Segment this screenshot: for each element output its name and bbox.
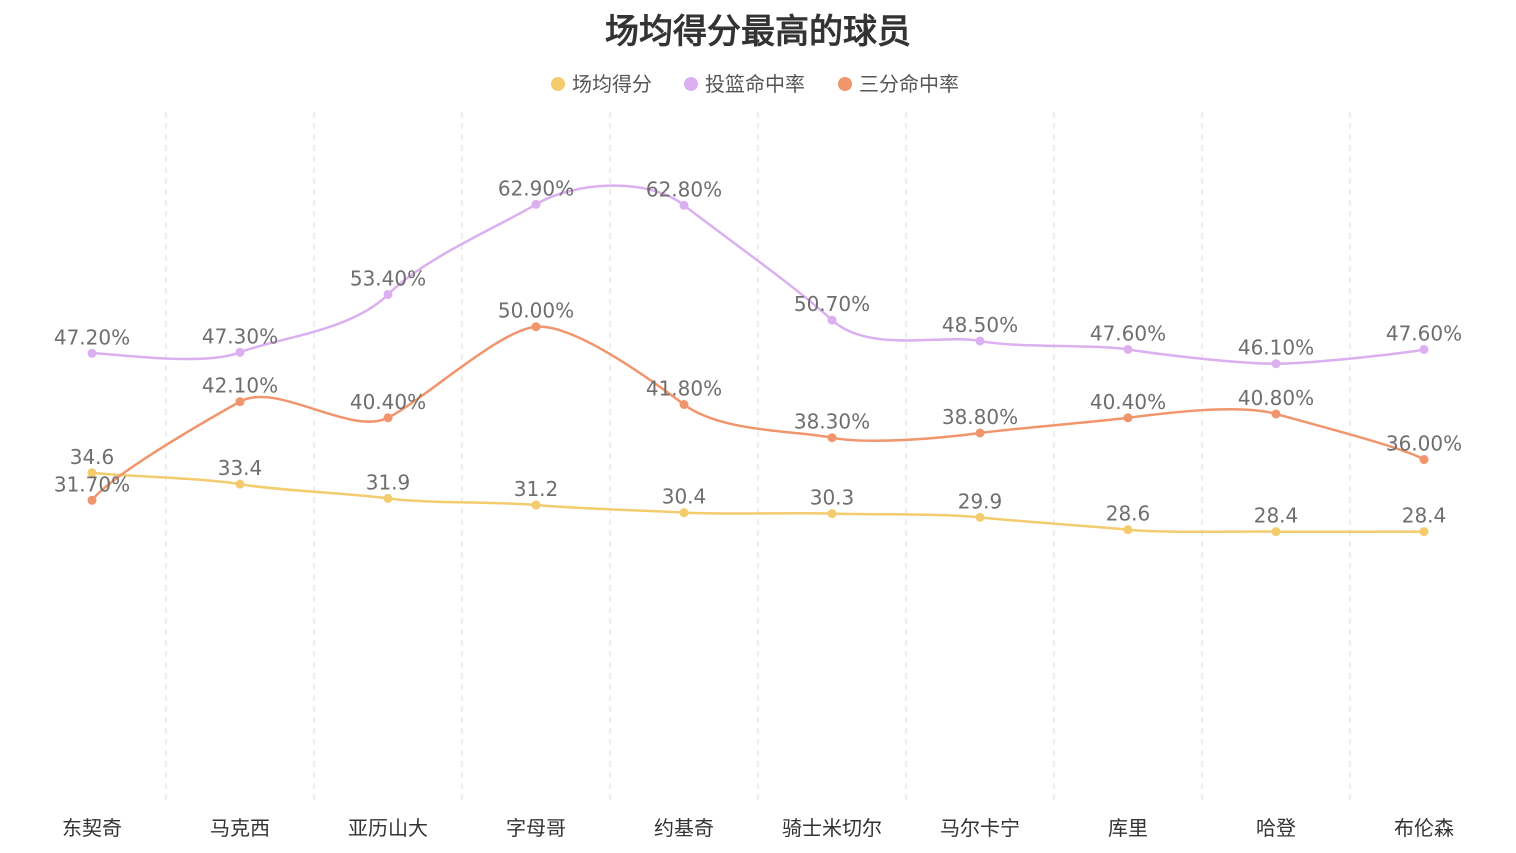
data-label: 38.30% <box>794 410 870 434</box>
x-tick-label: 东契奇 <box>62 816 122 840</box>
data-label: 40.80% <box>1238 386 1314 410</box>
data-point[interactable] <box>1123 525 1133 535</box>
data-label: 40.40% <box>350 390 426 414</box>
data-label: 38.80% <box>942 405 1018 429</box>
legend-item[interactable]: 三分命中率 <box>838 72 959 96</box>
series-投篮命中率: 47.20% 47.30% 53.40% 62.90% 62.80% 50.70% 48.5… <box>54 176 1462 369</box>
data-point[interactable] <box>1123 344 1133 354</box>
data-label: 30.3 <box>810 486 855 510</box>
data-point[interactable] <box>679 399 689 409</box>
data-label: 31.70% <box>54 472 130 496</box>
x-tick-label: 马尔卡宁 <box>940 816 1020 840</box>
series-line <box>91 184 1425 365</box>
data-label: 34.6 <box>70 445 115 469</box>
data-label: 50.70% <box>794 292 870 316</box>
data-label: 33.4 <box>218 456 263 480</box>
data-label: 50.00% <box>498 299 574 323</box>
grid <box>165 112 1351 800</box>
legend-label: 三分命中率 <box>859 72 959 96</box>
data-point[interactable] <box>1271 527 1281 537</box>
data-point[interactable] <box>1271 359 1281 369</box>
x-tick-label: 马克西 <box>210 816 270 840</box>
series-场均得分: 34.6 33.4 31.9 31.2 30.4 30.3 29.9 28.6 28.4 28.4 <box>70 445 1447 537</box>
data-point[interactable] <box>827 315 837 325</box>
data-label: 46.10% <box>1238 336 1314 360</box>
data-point[interactable] <box>975 512 985 522</box>
data-point[interactable] <box>87 468 97 478</box>
legend-marker-icon <box>551 77 565 91</box>
series-line <box>91 325 1425 502</box>
data-point[interactable] <box>383 413 393 423</box>
data-label: 28.6 <box>1106 502 1151 526</box>
data-label: 47.60% <box>1090 321 1166 345</box>
data-point[interactable] <box>975 336 985 346</box>
data-point[interactable] <box>827 433 837 443</box>
data-point[interactable] <box>235 397 245 407</box>
data-point[interactable] <box>679 508 689 518</box>
data-point[interactable] <box>1123 413 1133 423</box>
series-line <box>91 471 1425 534</box>
data-point[interactable] <box>383 289 393 299</box>
data-label: 47.30% <box>202 324 278 348</box>
data-point[interactable] <box>383 493 393 503</box>
data-point[interactable] <box>235 479 245 489</box>
x-tick-label: 库里 <box>1108 816 1148 840</box>
x-tick-label: 骑士米切尔 <box>782 816 882 840</box>
data-label: 42.10% <box>202 374 278 398</box>
x-tick-label: 字母哥 <box>506 816 566 840</box>
data-label: 62.90% <box>498 176 574 200</box>
data-point[interactable] <box>531 500 541 510</box>
data-label: 48.50% <box>942 313 1018 337</box>
data-point[interactable] <box>87 495 97 505</box>
data-point[interactable] <box>1271 409 1281 419</box>
data-point[interactable] <box>531 322 541 332</box>
legend-item[interactable]: 场均得分 <box>551 72 652 96</box>
data-label: 41.80% <box>646 376 722 400</box>
data-point[interactable] <box>87 348 97 358</box>
series-三分命中率: 31.70% 42.10% 40.40% 50.00% 41.80% 38.30% 38.8… <box>54 299 1462 505</box>
data-label: 40.40% <box>1090 390 1166 414</box>
data-point[interactable] <box>679 200 689 210</box>
data-label: 36.00% <box>1386 432 1462 456</box>
data-label: 62.80% <box>646 177 722 201</box>
series-group: 34.6 33.4 31.9 31.2 30.4 30.3 29.9 28.6 28.4 28.4… <box>54 176 1462 537</box>
data-point[interactable] <box>1419 527 1429 537</box>
legend-label: 投篮命中率 <box>705 72 805 96</box>
data-point[interactable] <box>827 509 837 519</box>
data-point[interactable] <box>1419 455 1429 465</box>
x-tick-label: 约基奇 <box>654 816 714 840</box>
data-label: 30.4 <box>662 485 707 509</box>
legend-label: 场均得分 <box>572 72 652 96</box>
legend-marker-icon <box>684 77 698 91</box>
data-label: 31.9 <box>366 470 411 494</box>
data-point[interactable] <box>235 347 245 357</box>
data-point[interactable] <box>975 428 985 438</box>
legend-item[interactable]: 投篮命中率 <box>684 72 805 96</box>
legend-marker-icon <box>838 77 852 91</box>
data-point[interactable] <box>531 199 541 209</box>
x-axis: 东契奇 马克西 亚历山大 字母哥 约基奇 骑士米切尔 马尔卡宁 库里 哈登 布伦森 <box>62 816 1454 840</box>
x-tick-label: 哈登 <box>1256 816 1296 840</box>
data-label: 47.60% <box>1386 321 1462 345</box>
data-label: 47.20% <box>54 325 130 349</box>
data-label: 28.4 <box>1254 504 1299 528</box>
x-tick-label: 布伦森 <box>1394 816 1454 840</box>
x-tick-label: 亚历山大 <box>348 816 428 840</box>
data-label: 31.2 <box>514 477 559 501</box>
data-point[interactable] <box>1419 344 1429 354</box>
chart-title: 场均得分最高的球员 <box>605 12 911 52</box>
data-label: 28.4 <box>1402 504 1447 528</box>
data-label: 29.9 <box>958 489 1003 513</box>
data-label: 53.40% <box>350 266 426 290</box>
legend: 场均得分 投篮命中率 三分命中率 <box>551 72 959 96</box>
